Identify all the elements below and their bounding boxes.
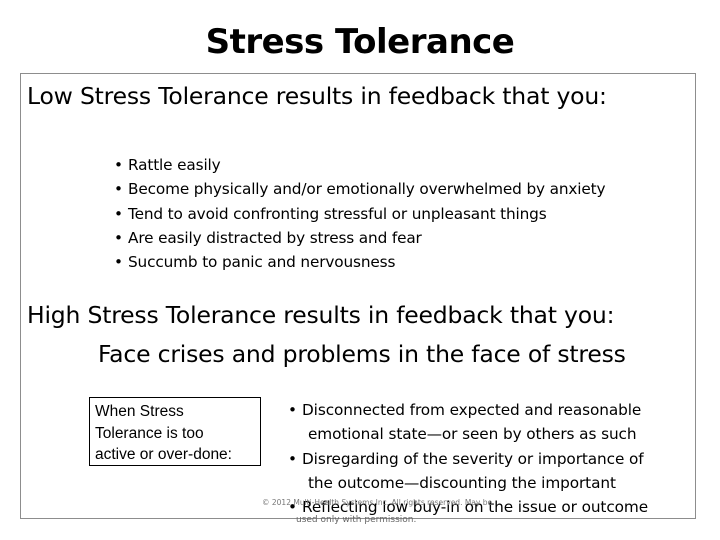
permission-notice: used only with permission. [296,515,417,525]
slide-title: Stress Tolerance [205,22,515,62]
list-item-continuation: the outcome—discounting the important [308,473,616,492]
callout-line: Tolerance is too [95,424,204,442]
list-item: • Tend to avoid confronting stressful or … [114,202,605,226]
list-item: • Reflecting low buy-in on the issue or o… [288,495,648,519]
list-item-text: Tend to avoid confronting stressful or u… [128,204,547,223]
bullet-icon: • [114,180,123,199]
bullet-icon: • [114,156,123,174]
high-tolerance-subheading: Face crises and problems in the face of … [98,340,626,368]
list-item-text: Rattle easily [128,156,221,174]
bullet-icon: • [114,228,123,247]
overdone-list: • Disconnected from expected and reasonab… [288,398,648,519]
low-tolerance-list: • Rattle easily • Become physically and/or… [114,153,606,274]
low-tolerance-heading: Low Stress Tolerance results in feedback… [27,82,607,110]
content-frame [20,73,696,519]
bullet-icon: • [288,401,297,419]
bullet-icon: • [288,498,297,517]
list-item: • Succumb to panic and nervousness [114,250,605,274]
list-item-text: Disconnected from expected and reasonabl… [302,401,642,419]
bullet-icon: • [288,449,297,468]
list-item: • Disregarding of the severity or importa… [288,447,648,471]
list-item-continuation: emotional state—or seen by others as suc… [308,425,637,444]
list-item: • Become physically and/or emotionally ov… [114,177,606,201]
list-item-text: Succumb to panic and nervousness [128,253,396,272]
list-item: • Rattle easily [114,153,605,177]
bullet-icon: • [114,204,123,223]
overdone-callout-box: When Stress Tolerance is too active or o… [89,397,261,466]
copyright-notice: © 2012 Multi-Health Systems Inc. All rig… [262,498,493,507]
list-item-text: Are easily distracted by stress and fear [128,228,422,247]
list-item: • Are easily distracted by stress and fea… [114,226,605,250]
high-tolerance-heading: High Stress Tolerance results in feedbac… [27,301,615,329]
list-item-text: Disregarding of the severity or importan… [302,449,644,468]
bullet-icon: • [114,253,123,272]
list-item: • Disconnected from expected and reasonab… [288,398,648,422]
list-item-text: Become physically and/or emotionally ove… [128,180,606,199]
callout-line: active or over-done: [95,446,232,463]
list-item-text: Reflecting low buy-in on the issue or ou… [302,498,649,517]
callout-line: When Stress [95,403,184,420]
